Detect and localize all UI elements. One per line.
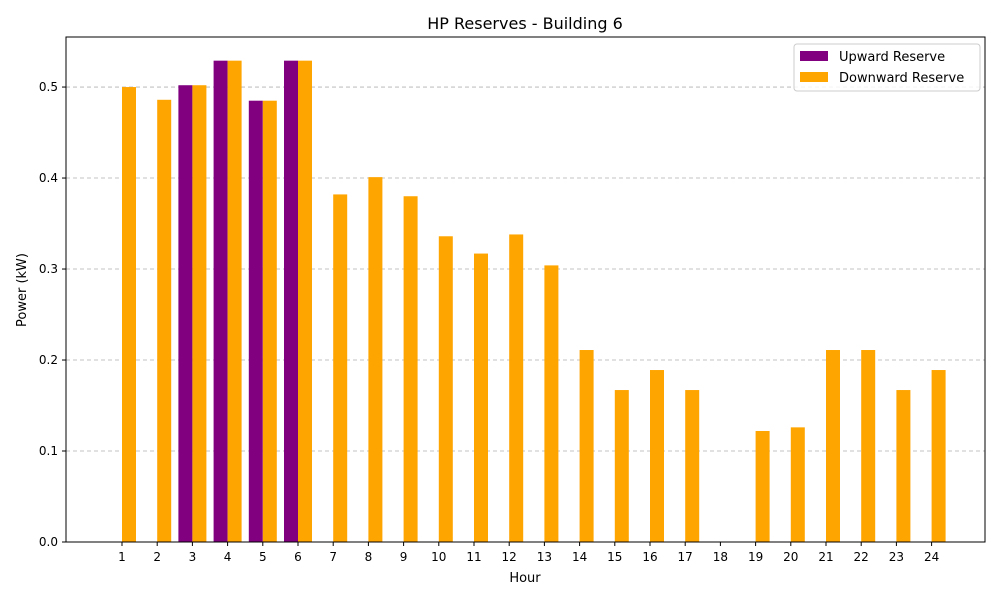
x-tick-label: 9 [400,550,408,564]
x-tick-label: 2 [153,550,161,564]
y-tick-label: 0.1 [39,444,58,458]
bar-upward-reserve [213,60,228,543]
x-axis-label: Hour [509,571,541,586]
x-axis: 1 2 3 4 5 6 7 8 9 10 11 12 13 14 15 16 17 18 19 20 21 22 23 24 [118,542,939,564]
legend: Upward Reserve Downward Reserve [793,43,981,92]
bar-upward-reserve [178,85,193,543]
bar-downward-reserve [474,253,488,542]
bar-downward-reserve [579,350,594,542]
bar-downward-reserve [438,236,453,542]
bar-downward-reserve [755,430,770,542]
x-tick-label: 5 [259,550,267,564]
bar-downward-reserve [861,350,876,542]
bar-downward-reserve [122,87,136,542]
bar-upward-reserve [248,100,263,542]
bar-downward-reserve [614,390,629,542]
x-tick-label: 6 [294,550,302,564]
y-tick-label: 0.4 [39,171,58,185]
x-tick-label: 4 [224,550,232,564]
bars [122,60,946,543]
bar-downward-reserve [544,265,559,542]
x-tick-label: 12 [502,550,517,564]
bar-upward-reserve [284,60,298,543]
x-tick-label: 22 [854,550,869,564]
x-tick-label: 24 [924,550,939,564]
bar-downward-reserve [227,60,242,543]
y-tick-label: 0.3 [39,262,58,276]
bar-downward-reserve [931,370,946,542]
x-tick-label: 21 [818,550,833,564]
x-tick-label: 13 [537,550,552,564]
bar-downward-reserve [826,350,840,542]
y-axis-label: Power (kW) [15,253,30,327]
bar-downward-reserve [685,390,700,542]
y-tick-label: 0.2 [39,353,58,367]
bar-downward-reserve [368,177,383,542]
plot-frame [65,36,986,543]
x-tick-label: 3 [189,550,197,564]
x-tick-label: 23 [889,550,904,564]
x-tick-label: 7 [329,550,337,564]
bar-downward-reserve [509,234,524,543]
x-tick-label: 10 [431,550,446,564]
bar-downward-reserve [192,85,207,543]
x-tick-label: 20 [783,550,798,564]
legend-swatch [800,72,828,82]
x-tick-label: 18 [713,550,728,564]
x-tick-label: 15 [607,550,622,564]
bar-downward-reserve [790,427,805,542]
x-tick-label: 19 [748,550,763,564]
bar-downward-reserve [896,390,911,542]
y-tick-label: 0.5 [39,80,58,94]
bar-downward-reserve [157,99,172,542]
x-tick-label: 14 [572,550,587,564]
x-tick-label: 16 [642,550,657,564]
bar-downward-reserve [333,194,348,542]
legend-label: Upward Reserve [839,50,945,65]
bar-downward-reserve [403,196,418,542]
y-axis: 0.0 0.1 0.2 0.3 0.4 0.5 [39,80,66,549]
x-tick-label: 17 [678,550,693,564]
legend-label: Downward Reserve [839,71,964,86]
chart-title: HP Reserves - Building 6 [427,14,623,33]
y-tick-label: 0.0 [39,535,58,549]
bar-downward-reserve [262,100,277,542]
bar-downward-reserve [650,370,664,542]
x-tick-label: 11 [466,550,481,564]
x-tick-label: 8 [365,550,373,564]
x-tick-label: 1 [118,550,126,564]
legend-box [793,43,981,92]
legend-swatch [800,51,828,61]
bar-downward-reserve [298,60,312,543]
